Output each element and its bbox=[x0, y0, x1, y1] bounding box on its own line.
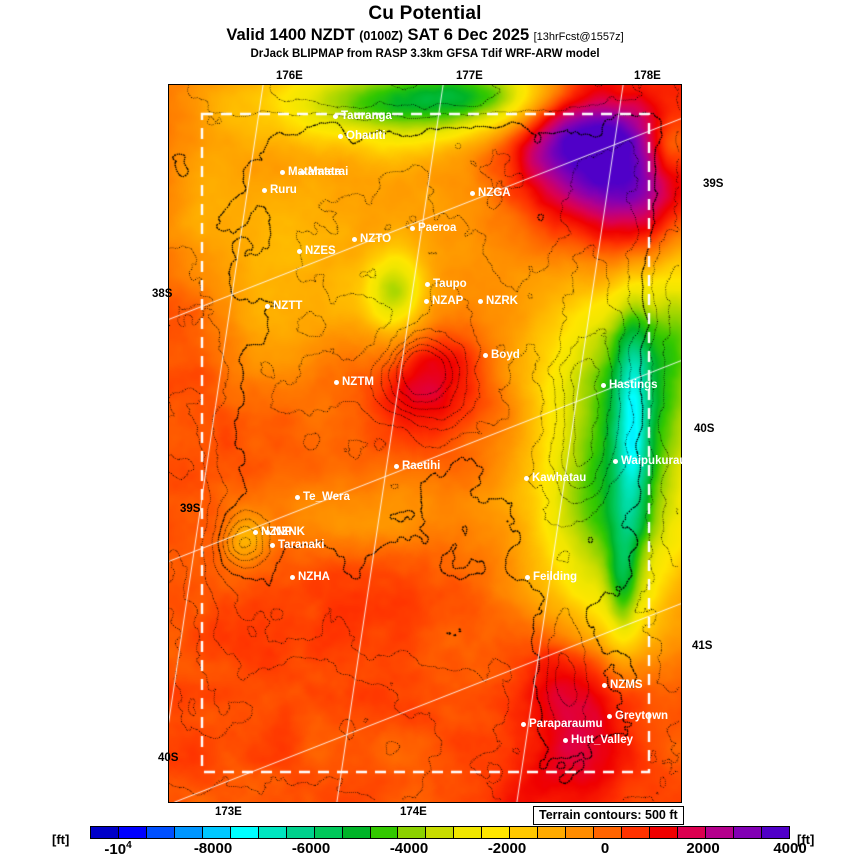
colorbar-segment bbox=[146, 827, 175, 838]
valid-date: SAT 6 Dec 2025 bbox=[407, 26, 530, 44]
colorbar-segment bbox=[650, 827, 679, 838]
colorbar-tick: -6000 bbox=[291, 840, 331, 857]
colorbar-tick: 4000 bbox=[773, 840, 807, 857]
colorbar-segment bbox=[398, 827, 427, 838]
map-panel[interactable] bbox=[168, 84, 682, 803]
colorbar-segment bbox=[426, 827, 455, 838]
colorbar-segment bbox=[230, 827, 259, 838]
colorbar-segment bbox=[761, 827, 789, 838]
colorbar-segment bbox=[91, 827, 119, 838]
longitude-tick-label: 178E bbox=[634, 70, 661, 82]
colorbar-tick: -4000 bbox=[389, 840, 429, 857]
colorbar-segment bbox=[622, 827, 651, 838]
latitude-tick-label: 40S bbox=[158, 752, 179, 764]
colorbar-segment bbox=[314, 827, 343, 838]
colorbar-segment bbox=[454, 827, 483, 838]
colorbar-segment bbox=[118, 827, 147, 838]
valid-time-prefix: Valid 1400 NZDT bbox=[226, 26, 355, 44]
colorbar-segment bbox=[482, 827, 511, 838]
colorbar-segment bbox=[342, 827, 371, 838]
valid-time-utc: (0100Z) bbox=[359, 29, 403, 43]
colorbar-tick: -104 bbox=[104, 840, 132, 858]
colorbar-segment bbox=[678, 827, 706, 838]
colorbar-tick: -2000 bbox=[487, 840, 527, 857]
terrain-heatmap bbox=[169, 85, 681, 802]
latitude-tick-label: 40S bbox=[694, 423, 715, 435]
page-title: Cu Potential bbox=[368, 3, 482, 24]
colorbar-tick: 2000 bbox=[686, 840, 720, 857]
colorbar-tick: 0 bbox=[600, 840, 610, 857]
latitude-tick-label: 39S bbox=[180, 503, 201, 515]
colorbar-segment bbox=[510, 827, 539, 838]
latitude-tick-label: 38S bbox=[152, 288, 173, 300]
title-block: Cu Potential Valid 1400 NZDT (0100Z) SAT… bbox=[0, 0, 850, 62]
colorbar-gradient bbox=[90, 826, 790, 839]
colorbar-segment bbox=[174, 827, 203, 838]
longitude-tick-label: 176E bbox=[276, 70, 303, 82]
colorbar-segment bbox=[705, 827, 734, 838]
valid-time-line: Valid 1400 NZDT (0100Z) SAT 6 Dec 2025 [… bbox=[0, 25, 850, 47]
colorbar-segment bbox=[538, 827, 567, 838]
colorbar-segment bbox=[370, 827, 399, 838]
colorbar-unit-left: [ft] bbox=[52, 832, 70, 847]
longitude-tick-label: 174E bbox=[400, 806, 427, 818]
colorbar-segment bbox=[286, 827, 315, 838]
colorbar-segment bbox=[733, 827, 762, 838]
colorbar-unit-right: [ft] bbox=[797, 832, 815, 847]
terrain-contour-legend: Terrain contours: 500 ft bbox=[533, 806, 684, 825]
latitude-tick-label: 39S bbox=[703, 178, 724, 190]
longitude-tick-label: 177E bbox=[456, 70, 483, 82]
colorbar-segment bbox=[594, 827, 623, 838]
longitude-tick-label: 173E bbox=[215, 806, 242, 818]
colorbar-tick: -8000 bbox=[193, 840, 233, 857]
colorbar-segment bbox=[258, 827, 287, 838]
model-line: DrJack BLIPMAP from RASP 3.3km GFSA Tdif… bbox=[250, 48, 600, 60]
latitude-tick-label: 41S bbox=[692, 640, 713, 652]
colorbar-segment bbox=[202, 827, 231, 838]
colorbar-segment bbox=[566, 827, 595, 838]
forecast-tag: [13hrFcst@1557z] bbox=[533, 31, 624, 43]
colorbar: [ft] [ft] -104 -8000 -6000 -4000 -2000 0 2000 4… bbox=[0, 824, 850, 860]
